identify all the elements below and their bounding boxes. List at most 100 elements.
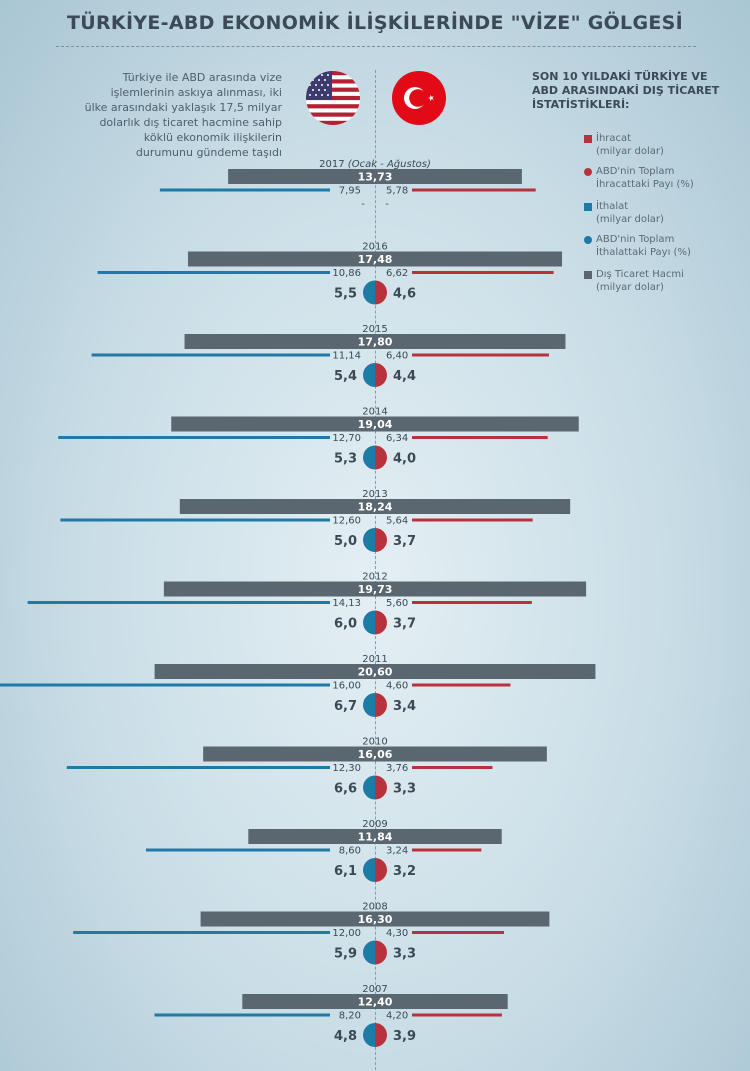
volume-bar (187, 251, 563, 267)
year-label: 2013 (362, 489, 387, 500)
import-bar (58, 436, 330, 439)
export-value: 3,76 (386, 763, 408, 774)
import-share-half (363, 445, 375, 470)
legend-item-import-share: ABD'nin Toplam İthalattaki Payı (%) (584, 233, 746, 259)
legend-label: ABD'nin Toplam (596, 234, 675, 245)
intro-line: Türkiye ile ABD arasında vize (122, 71, 282, 84)
export-bar (412, 931, 505, 934)
usa-flag-icon (306, 71, 360, 125)
volume-value: 20,60 (358, 666, 393, 679)
volume-bar (200, 911, 550, 927)
legend-title-line: SON 10 YILDAKİ TÜRKİYE VE (532, 70, 708, 83)
import-share-value: 5,0 (334, 534, 357, 549)
export-share-half (375, 528, 387, 552)
legend-title-line: ABD ARASINDAKİ DIŞ TİCARET (532, 84, 720, 97)
export-bar (412, 601, 532, 604)
export-bar (412, 848, 482, 852)
export-bar (412, 271, 554, 274)
export-share-value: 3,9 (393, 1029, 416, 1044)
export-share-half (375, 940, 387, 965)
volume-value: 19,73 (358, 583, 393, 596)
export-swatch-icon (584, 135, 592, 143)
import-swatch-icon (584, 203, 592, 211)
import-bar (91, 353, 330, 357)
volume-bar (179, 499, 571, 514)
intro-line: işlemlerinin askıya alınması, iki (110, 86, 282, 99)
volume-bar (184, 334, 566, 349)
legend-sublabel: İhracattaki Payı (%) (596, 179, 694, 190)
export-value: 5,64 (386, 516, 408, 527)
legend-title: SON 10 YILDAKİ TÜRKİYE VE ABD ARASINDAKİ… (532, 70, 742, 112)
import-share-half (363, 528, 375, 552)
import-share-half (363, 280, 375, 305)
export-share-value: 4,6 (393, 287, 416, 302)
year-note: (Ocak - Ağustos) (348, 159, 431, 170)
import-share-swatch-icon (584, 236, 592, 244)
export-share-value: 3,7 (393, 534, 416, 549)
export-share-half (375, 775, 387, 800)
import-share-value: 6,7 (334, 699, 357, 714)
volume-bar (154, 664, 596, 679)
volume-swatch-icon (584, 271, 592, 279)
import-bar (154, 1013, 330, 1017)
legend-sublabel: (milyar dolar) (596, 214, 664, 225)
legend-item-export-share: ABD'nin Toplam İhracattaki Payı (%) (584, 165, 746, 191)
turkey-flag-icon (392, 71, 446, 125)
legend-sublabel: İthalattaki Payı (%) (596, 247, 691, 258)
export-share-half (375, 610, 387, 635)
year-label: 2016 (362, 242, 387, 253)
import-value: 12,60 (332, 516, 361, 527)
export-bar (412, 518, 533, 522)
export-share-half (375, 280, 387, 305)
export-bar (412, 766, 493, 769)
export-value: 6,62 (386, 268, 408, 279)
import-value: 10,86 (332, 268, 361, 279)
intro-line: dolarlık dış ticaret hacmine sahip (99, 116, 282, 129)
import-share-value: 6,1 (334, 864, 357, 879)
import-value: 12,30 (332, 763, 361, 774)
import-share-half (363, 775, 375, 800)
year-label: 2008 (362, 902, 387, 913)
export-value: 4,60 (386, 681, 408, 692)
export-share-half (375, 445, 387, 470)
import-value: 12,00 (332, 928, 361, 939)
export-bar (412, 436, 548, 439)
legend-sublabel: (milyar dolar) (596, 146, 664, 157)
year-label: 2011 (362, 654, 387, 665)
export-bar (412, 683, 511, 687)
import-bar (73, 931, 330, 934)
volume-value: 16,06 (358, 748, 393, 761)
title-divider (56, 46, 696, 47)
import-share-value: 5,4 (334, 369, 357, 384)
export-value: 6,34 (386, 433, 408, 444)
import-share-half (363, 610, 375, 635)
export-bar (412, 353, 549, 357)
import-share-value: 6,0 (334, 617, 357, 632)
legend-sublabel: (milyar dolar) (596, 282, 664, 293)
export-bar (412, 1013, 502, 1017)
import-value: 16,00 (332, 681, 361, 692)
year-label: 2014 (362, 407, 387, 418)
import-value: 8,60 (339, 846, 361, 857)
export-share-swatch-icon (584, 168, 592, 176)
year-label: 2012 (362, 572, 387, 583)
volume-bar (228, 169, 522, 184)
intro-line: ülke arasındaki yaklaşık 17,5 milyar (84, 101, 282, 114)
import-bar (66, 766, 330, 769)
import-bar (0, 683, 330, 687)
legend-label: Dış Ticaret Hacmi (596, 269, 684, 280)
import-bar (27, 601, 330, 604)
volume-value: 18,24 (358, 501, 393, 514)
legend-label: ABD'nin Toplam (596, 166, 675, 177)
export-share-value: 4,4 (393, 369, 416, 384)
import-share-half (363, 940, 375, 965)
year-label: 2009 (362, 819, 387, 830)
import-share-half (363, 363, 375, 387)
